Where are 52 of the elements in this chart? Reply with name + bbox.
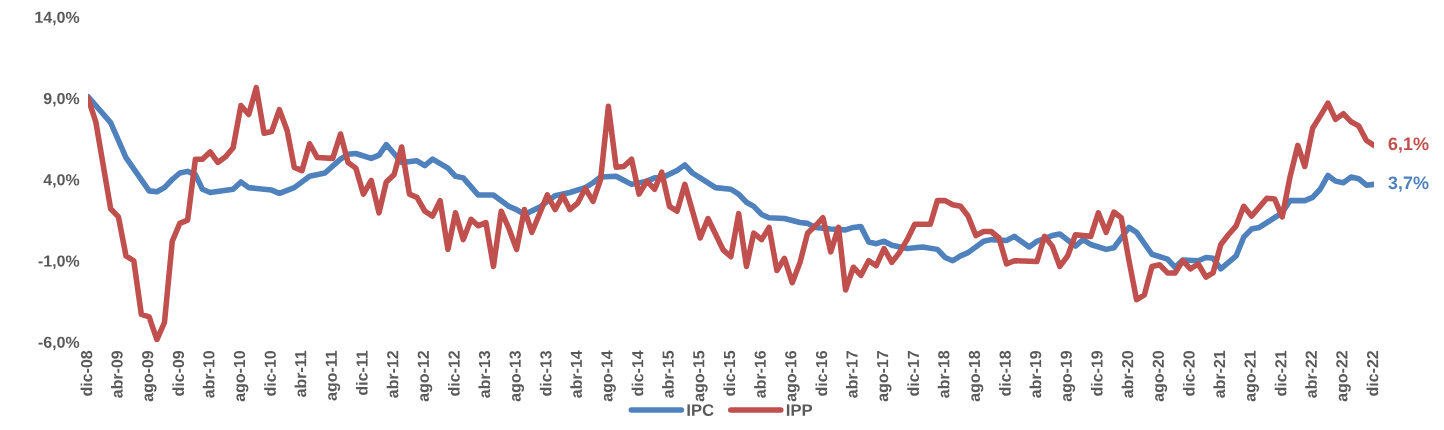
x-tick-label: abr-12 xyxy=(386,350,399,398)
annotation: 6,1% xyxy=(1388,137,1429,153)
x-tick-label: dic-18 xyxy=(999,350,1011,396)
legend-label: IPP xyxy=(786,404,813,416)
x-tick-label: dic-16 xyxy=(815,350,828,396)
x-tick-label: dic-10 xyxy=(264,350,276,396)
x-tick-label: dic-19 xyxy=(1090,350,1103,396)
x-tick-label: ago-10 xyxy=(233,350,249,402)
x-tick-label: dic-09 xyxy=(172,350,185,396)
x-tick-label: dic-21 xyxy=(1274,350,1287,396)
y-tick-label: 14,0% xyxy=(35,11,80,26)
x-tick-label: abr-11 xyxy=(294,350,307,397)
y-tick-label: 4,0% xyxy=(43,174,80,188)
x-tick-label: ago-14 xyxy=(601,350,616,402)
x-tick-label: ago-19 xyxy=(1060,350,1076,402)
y-tick-label: 9,0% xyxy=(43,92,80,107)
x-tick-label: ago-18 xyxy=(968,350,984,402)
x-tick-label: dic-12 xyxy=(448,350,460,396)
x-tick-label: abr-17 xyxy=(845,351,858,398)
x-tick-label: dic-17 xyxy=(907,351,920,396)
x-tick-label: dic-15 xyxy=(723,350,736,396)
x-tick-label: abr-09 xyxy=(110,350,123,398)
x-tick-label: dic-22 xyxy=(1366,350,1379,396)
x-tick-label: abr-13 xyxy=(478,350,491,398)
x-tick-label: ago-09 xyxy=(142,350,157,402)
x-tick-label: dic-14 xyxy=(631,350,644,396)
x-tick-label: abr-15 xyxy=(662,350,674,398)
y-tick-label: -1,0% xyxy=(38,255,80,270)
x-tick-label: dic-08 xyxy=(80,350,93,396)
x-tick-label: dic-11 xyxy=(355,350,368,395)
x-tick-label: ago-16 xyxy=(785,350,800,402)
x-tick-label: dic-20 xyxy=(1182,350,1195,396)
x-tick-label: abr-18 xyxy=(937,350,950,398)
annotation: 3,7% xyxy=(1388,176,1429,192)
x-tick-label: abr-16 xyxy=(754,350,766,398)
x-tick-label: abr-19 xyxy=(1029,350,1042,398)
x-tick-label: abr-21 xyxy=(1213,350,1226,398)
x-tick-label: ago-11 xyxy=(325,350,341,401)
legend-label: IPC xyxy=(687,404,714,417)
x-tick-label: ago-22 xyxy=(1336,350,1351,402)
x-tick-label: ago-12 xyxy=(417,350,433,402)
y-tick-label: -6,0% xyxy=(38,336,80,351)
x-tick-label: ago-20 xyxy=(1152,350,1168,402)
x-tick-label: abr-14 xyxy=(570,350,582,398)
x-tick-label: abr-20 xyxy=(1121,350,1134,398)
x-tick-label: abr-22 xyxy=(1305,350,1317,398)
x-tick-label: abr-10 xyxy=(202,350,215,398)
x-tick-label: ago-21 xyxy=(1244,350,1259,402)
x-tick-label: ago-15 xyxy=(693,350,708,402)
x-tick-label: dic-13 xyxy=(539,350,552,396)
x-tick-label: ago-13 xyxy=(509,350,525,402)
x-tick-label: ago-17 xyxy=(877,351,892,402)
